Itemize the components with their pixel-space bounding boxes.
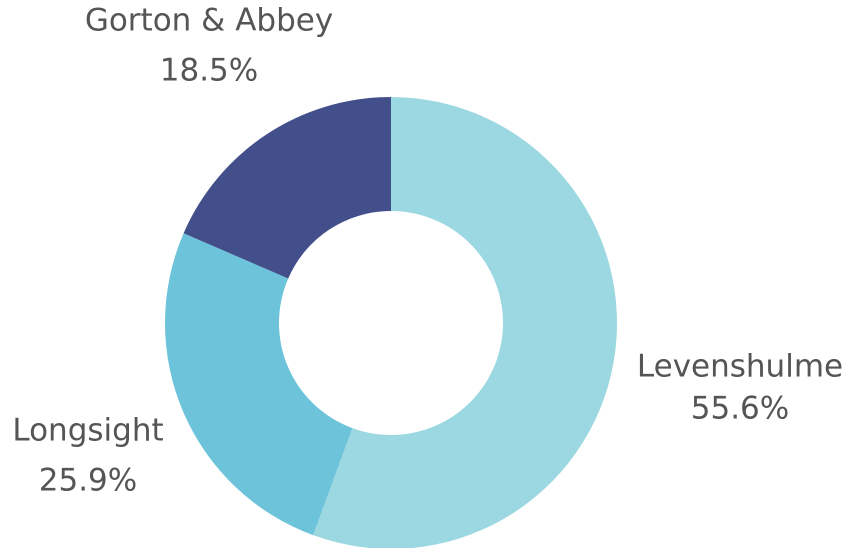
- value-label: 18.5%: [160, 53, 258, 89]
- slice-label: Levenshulme: [637, 349, 843, 385]
- value-label: 25.9%: [39, 463, 137, 499]
- value-label: 55.6%: [691, 391, 789, 427]
- donut-slice: [313, 97, 617, 548]
- donut-slice: [183, 97, 391, 279]
- slice-label: Gorton & Abbey: [85, 3, 333, 39]
- donut-slice: [164, 233, 353, 536]
- slice-label: Longsight: [12, 413, 163, 449]
